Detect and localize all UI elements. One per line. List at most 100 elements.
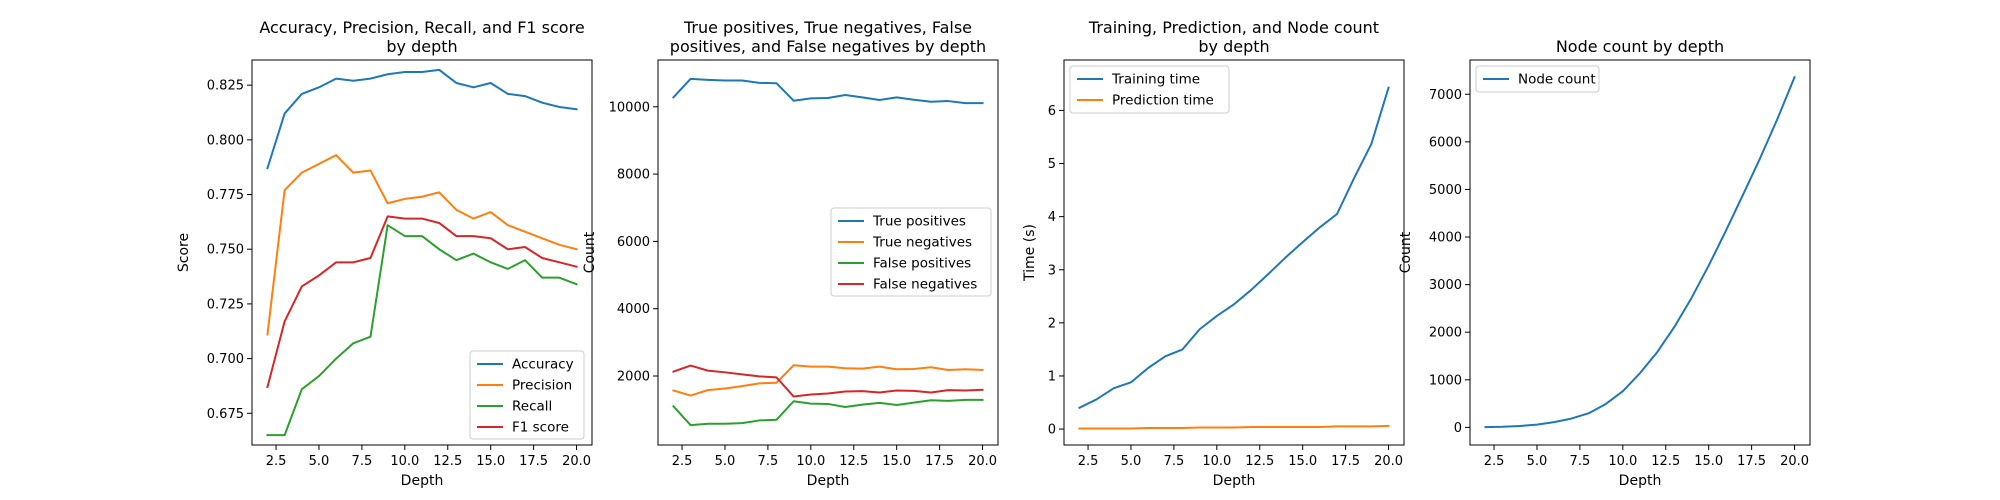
chart-panel-2: True positives, True negatives, Falsepos… <box>582 18 999 489</box>
legend-entry: Accuracy <box>512 357 574 373</box>
legend-entry: Training time <box>1111 72 1200 88</box>
series-line-true-negatives <box>672 364 984 397</box>
y-tick-label: 7000 <box>1429 88 1462 103</box>
y-tick-label: 6 <box>1048 104 1056 119</box>
x-axis-label: Depth <box>807 473 850 489</box>
x-tick-label: 15.0 <box>1288 454 1317 469</box>
legend-box <box>830 207 992 297</box>
x-tick-label: 10.0 <box>390 454 419 469</box>
legend-entry: F1 score <box>512 420 569 436</box>
x-tick-label: 5.0 <box>1121 454 1142 469</box>
series-line-f1-score <box>266 215 578 389</box>
chart-title-line: Accuracy, Precision, Recall, and F1 scor… <box>259 18 584 37</box>
y-tick-label: 6000 <box>617 235 650 250</box>
series-line-node-count <box>1484 75 1796 429</box>
x-tick-label: 5.0 <box>1527 454 1548 469</box>
series-line-training-time <box>1078 86 1390 410</box>
chart-title-line: Training, Prediction, and Node count <box>1088 18 1379 37</box>
legend-entry: True negatives <box>872 235 972 251</box>
series-line-prediction-time <box>1078 424 1390 430</box>
legend: Accuracy Precision Recall F1 score <box>469 350 585 440</box>
y-tick-label: 8000 <box>617 168 650 183</box>
series-line-accuracy <box>266 68 578 170</box>
x-axis-label: Depth <box>401 473 444 489</box>
legend-box <box>1069 65 1230 114</box>
y-axis-label: Count <box>582 231 598 273</box>
y-tick-label: 0.725 <box>207 297 244 312</box>
y-tick-label: 0 <box>1454 421 1462 436</box>
x-tick-label: 12.5 <box>433 454 462 469</box>
legend-box <box>469 350 585 440</box>
y-tick-label: 0.750 <box>207 243 244 258</box>
x-tick-label: 7.5 <box>1570 454 1591 469</box>
x-tick-label: 10.0 <box>1202 454 1231 469</box>
y-tick-label: 10000 <box>609 100 650 115</box>
y-tick-label: 0 <box>1048 423 1056 438</box>
chart-title-line: Node count by depth <box>1556 37 1724 56</box>
x-tick-label: 7.5 <box>352 454 373 469</box>
y-tick-label: 0.825 <box>207 79 244 94</box>
chart-title-line: positives, and False negatives by depth <box>670 37 986 56</box>
legend: Node count <box>1475 65 1600 93</box>
x-tick-label: 5.0 <box>715 454 736 469</box>
series-line-false-negatives <box>672 364 984 398</box>
x-tick-label: 2.5 <box>1484 454 1505 469</box>
x-tick-label: 15.0 <box>1694 454 1723 469</box>
chart-title-line: True positives, True negatives, False <box>683 18 972 37</box>
legend-entry: True positives <box>872 214 966 230</box>
y-axis-label: Score <box>176 233 192 272</box>
x-tick-label: 12.5 <box>839 454 868 469</box>
x-axis-label: Depth <box>1213 473 1256 489</box>
chart-panel-1: Accuracy, Precision, Recall, and F1 scor… <box>176 18 593 489</box>
y-tick-label: 1 <box>1048 369 1056 384</box>
chart-title-line: by depth <box>386 37 457 56</box>
plot-frame <box>657 59 999 446</box>
legend: Training time Prediction time <box>1069 65 1230 114</box>
series-line-false-positives <box>672 398 984 427</box>
y-tick-label: 2000 <box>1429 326 1462 341</box>
x-tick-label: 17.5 <box>925 454 954 469</box>
legend-entry: False positives <box>873 256 971 272</box>
x-tick-label: 2.5 <box>266 454 287 469</box>
y-tick-label: 5 <box>1048 157 1056 172</box>
y-tick-label: 1000 <box>1429 373 1462 388</box>
x-tick-label: 5.0 <box>309 454 330 469</box>
y-tick-label: 0.800 <box>207 133 244 148</box>
y-tick-label: 4000 <box>1429 231 1462 246</box>
y-tick-label: 0.675 <box>207 407 244 422</box>
y-tick-label: 4000 <box>617 302 650 317</box>
series-line-true-positives <box>672 77 984 105</box>
x-tick-label: 20.0 <box>562 454 591 469</box>
y-tick-label: 3000 <box>1429 278 1462 293</box>
x-tick-label: 7.5 <box>758 454 779 469</box>
legend-entry: Node count <box>1518 72 1596 88</box>
y-tick-label: 0.775 <box>207 188 244 203</box>
legend-entry: Precision <box>512 378 572 394</box>
y-axis-label: Count <box>1398 231 1414 273</box>
y-axis-label: Time (s) <box>1022 224 1038 282</box>
legend: True positives True negatives False positi… <box>830 207 992 297</box>
y-tick-label: 3 <box>1048 263 1056 278</box>
y-tick-label: 4 <box>1048 210 1056 225</box>
x-tick-label: 15.0 <box>476 454 505 469</box>
y-tick-label: 5000 <box>1429 183 1462 198</box>
x-tick-label: 17.5 <box>1331 454 1360 469</box>
x-tick-label: 10.0 <box>1608 454 1637 469</box>
x-tick-label: 17.5 <box>1737 454 1766 469</box>
x-axis-label: Depth <box>1619 473 1662 489</box>
legend-entry: Recall <box>512 399 552 415</box>
plot-frame <box>1063 59 1405 446</box>
legend-box <box>1475 65 1600 93</box>
x-tick-label: 12.5 <box>1651 454 1680 469</box>
series-line-precision <box>266 154 578 336</box>
series-line-recall <box>266 224 578 437</box>
x-tick-label: 20.0 <box>1374 454 1403 469</box>
x-tick-label: 12.5 <box>1245 454 1274 469</box>
y-tick-label: 0.700 <box>207 352 244 367</box>
x-tick-label: 17.5 <box>519 454 548 469</box>
x-tick-label: 20.0 <box>1780 454 1809 469</box>
y-tick-label: 2000 <box>617 370 650 385</box>
x-tick-label: 2.5 <box>672 454 693 469</box>
